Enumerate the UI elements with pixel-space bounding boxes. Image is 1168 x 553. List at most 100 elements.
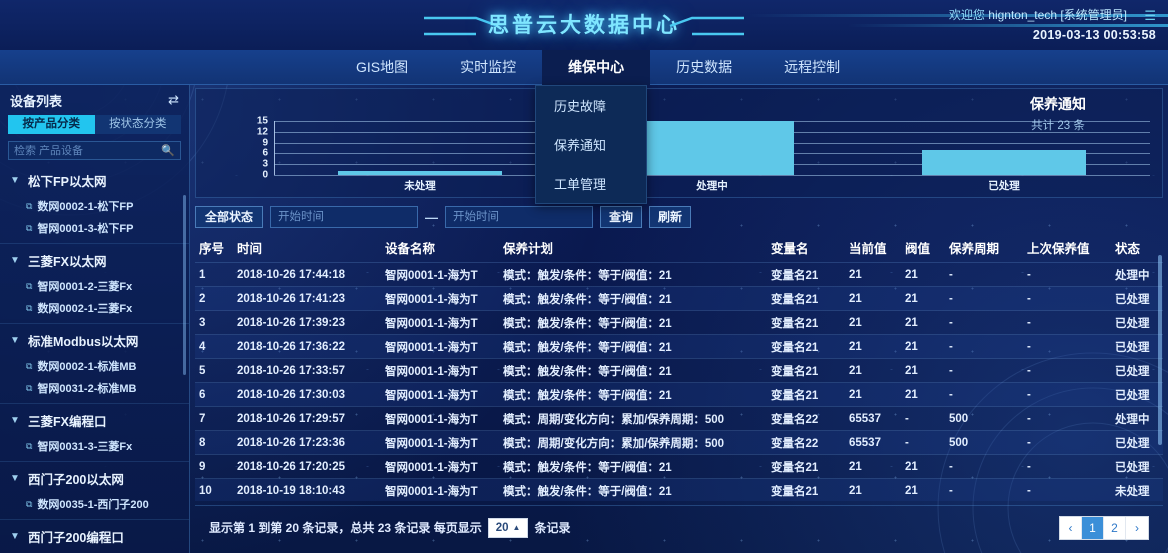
device-group-5: ▼西门子200编程口⧉智网0511: [0, 522, 189, 553]
nav-item-1[interactable]: 实时监控: [460, 59, 517, 75]
chevron-down-icon: ▼: [10, 255, 20, 266]
nav-item-2[interactable]: 维保中心: [542, 50, 651, 85]
device-group-label: 西门子200编程口: [28, 531, 124, 545]
chevron-down-icon: ▼: [10, 473, 20, 484]
chart-y-tick-6: 6: [262, 147, 268, 159]
range-separator: —: [425, 209, 439, 225]
device-item-0-0[interactable]: ⧉ 数网0002-1-松下FP: [0, 195, 189, 217]
chart-x-label-0: 未处理: [404, 180, 436, 192]
nav-item-0[interactable]: GIS地图: [356, 59, 409, 75]
cell-time: 2018-10-26 17:39:23: [233, 310, 381, 335]
cell-last: -: [1023, 358, 1111, 383]
maintenance-dropdown-menu[interactable]: 历史故障保养通知工单管理: [535, 85, 647, 204]
nav-item-3[interactable]: 历史数据: [676, 59, 733, 75]
device-group-header-3[interactable]: ▼ 三菱FX编程口: [0, 406, 189, 435]
device-item-2-0[interactable]: ⧉ 数网0002-1-标准MB: [0, 355, 189, 377]
column-header-8: 上次保养值: [1027, 242, 1090, 256]
device-item-1-1[interactable]: ⧉ 数网0002-1-三菱Fx: [0, 297, 189, 319]
sidebar-search[interactable]: 🔍: [8, 141, 181, 160]
cell-time: 2018-10-19 18:10:43: [233, 478, 381, 501]
pagination-next[interactable]: ›: [1135, 520, 1139, 535]
sidebar-scrollbar[interactable]: [183, 195, 186, 375]
filter-toolbar: 全部状态 — 查询 刷新: [195, 203, 692, 231]
sidebar-tab-0[interactable]: 按产品分类: [8, 115, 95, 134]
swap-arrows-icon[interactable]: ⇄: [168, 92, 179, 107]
cell-status: 已处理: [1111, 358, 1163, 383]
start-time-input[interactable]: [270, 206, 419, 228]
header-streak-2: [848, 24, 1168, 27]
cell-last: -: [1023, 430, 1111, 455]
column-header-4: 变量名: [771, 242, 809, 256]
main-nav: GIS地图 实时监控 维保中心 历史数据 远程控制: [0, 50, 1168, 85]
cell-plan: 模式：触发/条件：等于/阀值：21: [499, 334, 767, 359]
table-row: 4 2018-10-26 17:36:22 智网0001-1-海为T 模式：触发/条件…: [195, 334, 1163, 359]
cell-time: 2018-10-26 17:30:03: [233, 382, 381, 407]
device-group-header-5[interactable]: ▼ 西门子200编程口: [0, 522, 189, 551]
cell-var: 变量名21: [767, 454, 845, 479]
chart-bar-处理中[interactable]: [630, 121, 794, 175]
device-group-header-2[interactable]: ▼ 标准Modbus以太网: [0, 326, 189, 355]
cell-no: 6: [195, 382, 233, 407]
cell-plan: 模式：触发/条件：等于/阀值：21: [499, 358, 767, 383]
device-item-3-0[interactable]: ⧉ 智网0031-3-三菱Fx: [0, 435, 189, 457]
cell-thr: -: [901, 430, 945, 455]
cell-thr: 21: [901, 310, 945, 335]
device-item-4-0[interactable]: ⧉ 数网0035-1-西门子200: [0, 493, 189, 515]
end-time-input[interactable]: [445, 206, 594, 228]
device-group-header-0[interactable]: ▼ 松下FP以太网: [0, 166, 189, 195]
query-button[interactable]: 查询: [600, 206, 643, 228]
chart-plot-area: 0 3 6 9 12 15: [257, 116, 1150, 181]
column-header-7: 保养周期: [949, 242, 1000, 256]
cell-thr: 21: [901, 286, 945, 311]
cell-no: 1: [195, 262, 233, 287]
chart-bar-已处理[interactable]: [922, 149, 1086, 175]
pagination-page-2[interactable]: 2: [1104, 516, 1126, 539]
cell-plan: 模式：周期/变化方向：累加/保养周期：500: [499, 430, 767, 455]
chevron-down-icon: ▼: [10, 531, 20, 542]
pagination-page-1[interactable]: 1: [1082, 516, 1104, 539]
title-bracket-right: [669, 16, 744, 36]
cell-var: 变量名21: [767, 310, 845, 335]
cell-var: 变量名22: [767, 430, 845, 455]
device-group-header-1[interactable]: ▼ 三菱FX以太网: [0, 246, 189, 275]
cell-last: -: [1023, 286, 1111, 311]
cell-time: 2018-10-26 17:29:57: [233, 406, 381, 431]
list-menu-icon[interactable]: ☰: [1144, 8, 1156, 23]
device-item-2-1[interactable]: ⧉ 智网0031-2-标准MB: [0, 377, 189, 399]
cell-thr: 21: [901, 334, 945, 359]
cell-var: 变量名21: [767, 358, 845, 383]
table-scrollbar[interactable]: [1158, 255, 1162, 445]
cell-thr: 21: [901, 478, 945, 501]
table-row: 10 2018-10-19 18:10:43 智网0001-1-海为T 模式：触发/条…: [195, 478, 1163, 501]
dropdown-item-2[interactable]: 工单管理: [554, 177, 607, 192]
device-item-label: 智网0001-2-三菱Fx: [37, 281, 133, 293]
column-header-9: 状态: [1115, 242, 1141, 256]
device-group-header-4[interactable]: ▼ 西门子200以太网: [0, 464, 189, 493]
pagination-prev[interactable]: ‹: [1060, 516, 1082, 539]
cell-last: -: [1023, 310, 1111, 335]
cell-status: 已处理: [1111, 430, 1163, 455]
search-icon[interactable]: 🔍: [161, 145, 175, 157]
dropdown-item-1[interactable]: 保养通知: [554, 138, 607, 153]
cell-cur: 21: [845, 478, 901, 501]
notices-table: 序号时间设备名称保养计划变量名当前值阀值保养周期上次保养值状态操作 12018-…: [195, 237, 1163, 501]
cell-plan: 模式：触发/条件：等于/阀值：21: [499, 382, 767, 407]
page-size-select[interactable]: 20 ▲: [487, 517, 529, 538]
sidebar-tab-1[interactable]: 按状态分类: [94, 115, 181, 134]
cell-no: 2: [195, 286, 233, 311]
search-input[interactable]: [14, 144, 162, 157]
cell-status: 已处理: [1111, 286, 1163, 311]
device-item-0-1[interactable]: ⧉ 智网0001-3-松下FP: [0, 217, 189, 239]
table-row: 5 2018-10-26 17:33:57 智网0001-1-海为T 模式：触发/条件…: [195, 358, 1163, 383]
cell-cycle: -: [945, 334, 1023, 359]
chart-bar-未处理[interactable]: [338, 171, 502, 175]
cell-var: 变量名21: [767, 286, 845, 311]
device-group-label: 标准Modbus以太网: [28, 335, 139, 349]
dropdown-item-0[interactable]: 历史故障: [554, 99, 607, 114]
cell-var: 变量名21: [767, 262, 845, 287]
refresh-button[interactable]: 刷新: [649, 206, 692, 228]
chevron-down-icon: ▼: [10, 175, 20, 186]
status-filter-button[interactable]: 全部状态: [195, 206, 264, 228]
nav-item-4[interactable]: 远程控制: [784, 59, 841, 75]
device-item-1-0[interactable]: ⧉ 智网0001-2-三菱Fx: [0, 275, 189, 297]
